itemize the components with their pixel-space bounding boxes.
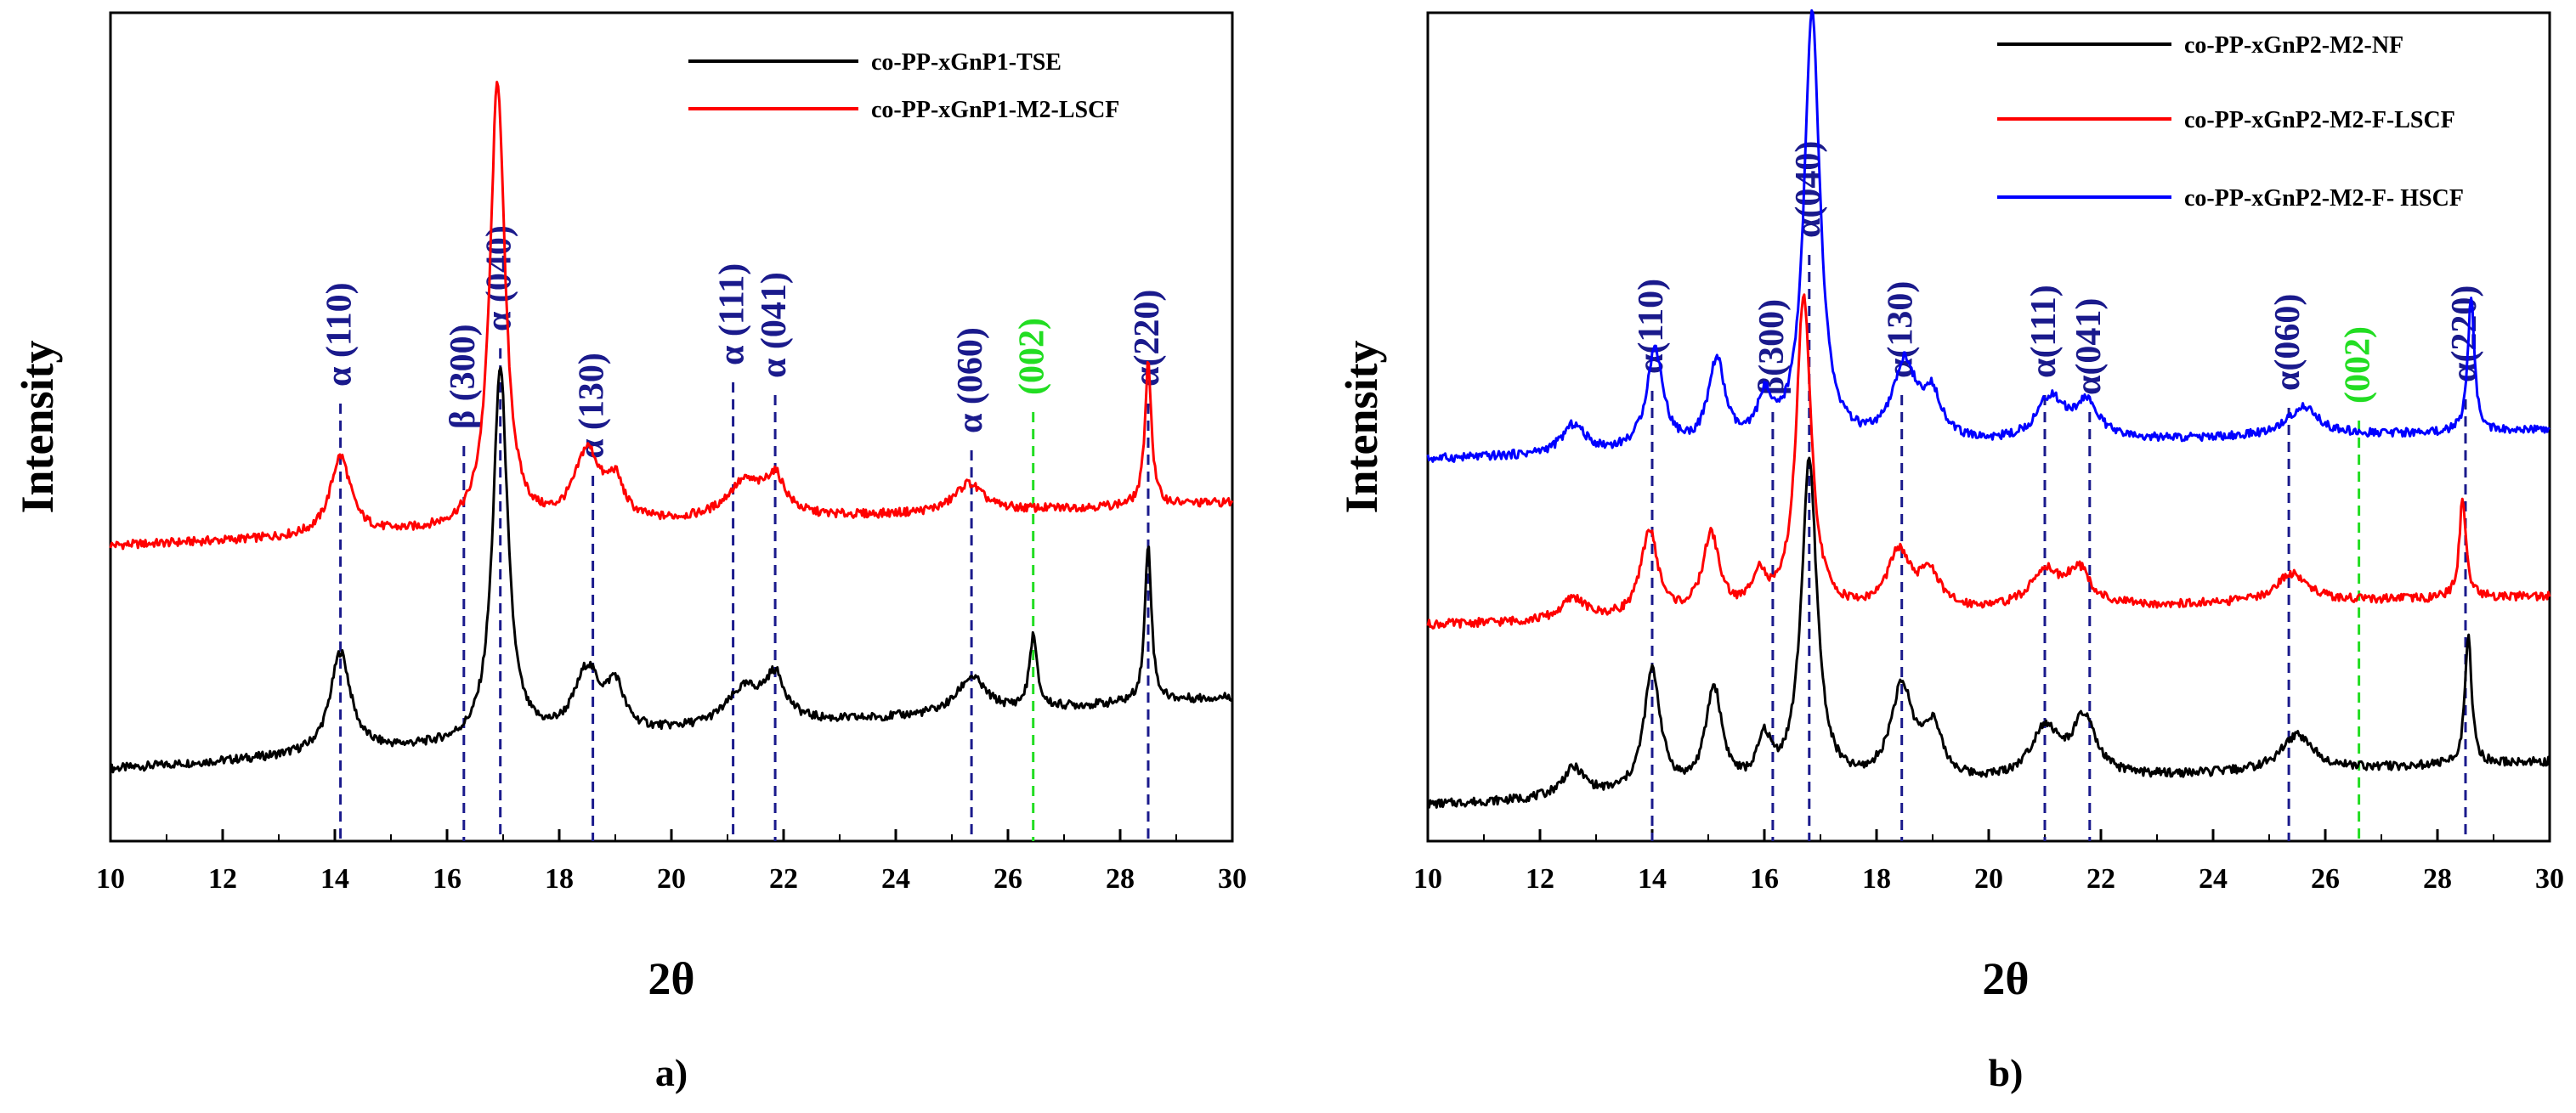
- series-line: [1426, 293, 2551, 630]
- x-tick-label: 24: [2199, 863, 2228, 895]
- peak-label: α (040): [480, 225, 519, 331]
- plot-frame: [1426, 11, 2551, 843]
- y-axis-title: Intensity: [1336, 340, 1387, 513]
- x-tick-label: 22: [2086, 863, 2115, 895]
- legend-entry: co-PP-xGnP2-M2-F- HSCF: [2184, 185, 2464, 212]
- x-tick-label: 28: [2423, 863, 2452, 895]
- peak-label: α (111): [713, 263, 752, 365]
- x-tick-label: 22: [769, 863, 798, 895]
- x-tick-label: 20: [1974, 863, 2003, 895]
- x-tick-label: 16: [433, 863, 461, 895]
- peak-label: (002): [2339, 326, 2378, 404]
- series-line: [109, 81, 1234, 551]
- x-axis-title: 2θ: [1982, 953, 2029, 1004]
- x-tick-label: 14: [320, 863, 349, 895]
- x-tick-label: 18: [1862, 863, 1891, 895]
- x-tick-label: 18: [545, 863, 574, 895]
- y-axis-title: Intensity: [12, 340, 63, 513]
- x-tick-label: 28: [1106, 863, 1135, 895]
- panel-a: 10 12 14 16 18 20 22 24 26 28 30 2θ Intensity α (110)…: [12, 11, 1247, 1094]
- peak-label: α(111): [2024, 285, 2064, 378]
- legend-entry: co-PP-xGnP2-M2-F-LSCF: [2184, 107, 2455, 133]
- peak-label: α (110): [320, 282, 360, 387]
- peak-label: α (041): [755, 272, 794, 378]
- legend-entry: co-PP-xGnP1-M2-LSCF: [871, 97, 1119, 123]
- x-tick-label: 12: [208, 863, 237, 895]
- x-tick-label: 26: [2311, 863, 2340, 895]
- peak-label: α(041): [2069, 298, 2109, 395]
- x-tick-label: 14: [1638, 863, 1667, 895]
- peak-label: α (060): [951, 327, 990, 433]
- x-tick-label: 24: [881, 863, 910, 895]
- x-tick-label: 16: [1750, 863, 1779, 895]
- x-tick-label: 10: [1413, 863, 1442, 895]
- panel-caption: b): [1989, 1051, 2024, 1094]
- peak-label: α (130): [573, 353, 612, 459]
- x-axis-title: 2θ: [648, 953, 694, 1004]
- legend-entry: co-PP-xGnP2-M2-NF: [2184, 32, 2403, 59]
- plot-frame: [109, 11, 1234, 843]
- x-tick-label: 20: [657, 863, 686, 895]
- x-tick-label: 12: [1526, 863, 1554, 895]
- series-line: [109, 366, 1234, 774]
- x-tick-label: 30: [2535, 863, 2564, 895]
- x-tick-label: 26: [994, 863, 1022, 895]
- x-tick-label: 30: [1218, 863, 1247, 895]
- legend-entry: co-PP-xGnP1-TSE: [871, 49, 1062, 76]
- peak-label: (002): [1013, 318, 1052, 395]
- peak-label: α(220): [2445, 285, 2484, 382]
- peak-label: β (300): [444, 324, 483, 429]
- peak-label: α(060): [2268, 294, 2307, 391]
- series-line: [1426, 8, 2551, 463]
- series-line: [1427, 456, 2551, 809]
- peak-label: β(300): [1752, 299, 1792, 395]
- panel-caption: a): [655, 1051, 688, 1094]
- x-tick-label: 10: [96, 863, 125, 895]
